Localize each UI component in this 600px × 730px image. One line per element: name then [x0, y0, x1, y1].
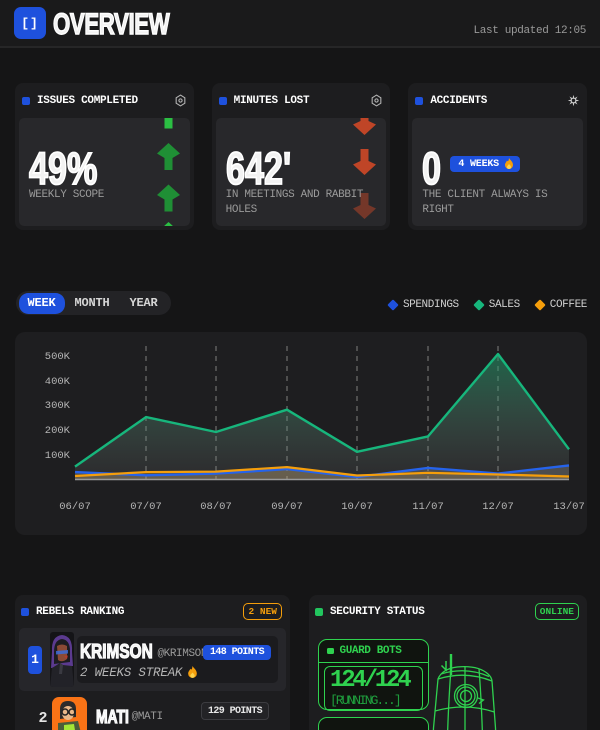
svg-text:500K: 500K: [45, 351, 71, 363]
svg-text:06/07: 06/07: [59, 501, 91, 513]
svg-text:11/07: 11/07: [412, 501, 444, 513]
svg-text:09/07: 09/07: [271, 501, 303, 513]
svg-text:07/07: 07/07: [130, 501, 162, 513]
svg-text:10/07: 10/07: [341, 501, 373, 513]
svg-text:200K: 200K: [45, 425, 71, 437]
svg-text:12/07: 12/07: [482, 501, 514, 513]
svg-text:13/07: 13/07: [553, 501, 585, 513]
svg-text:100K: 100K: [45, 450, 71, 462]
svg-text:400K: 400K: [45, 376, 71, 388]
svg-text:300K: 300K: [45, 400, 71, 412]
svg-text:08/07: 08/07: [200, 501, 232, 513]
